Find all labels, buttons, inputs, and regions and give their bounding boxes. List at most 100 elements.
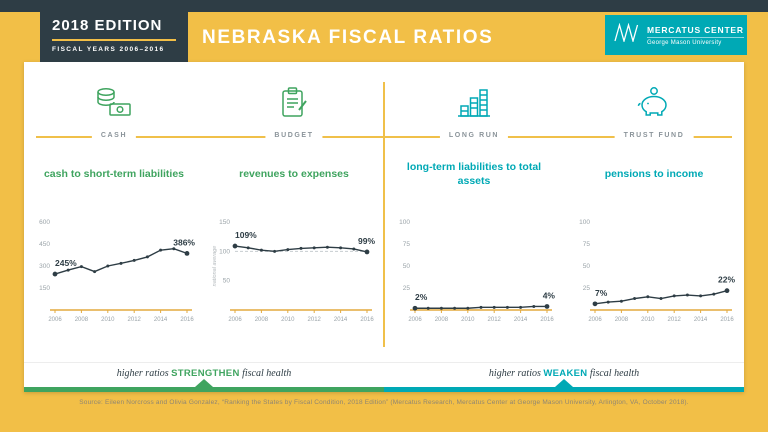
content-card: CASH cash to short-term liabilities 150 3… (24, 62, 744, 392)
strengthen-bar (24, 387, 384, 392)
category-row: BUDGET (204, 130, 384, 144)
svg-text:75: 75 (403, 241, 411, 248)
card-footer: higher ratios STRENGTHEN fiscal health h… (24, 362, 744, 392)
center-divider (383, 82, 385, 347)
weaken-keyword: WEAKEN (543, 368, 588, 379)
page-title: NEBRASKA FISCAL RATIOS (202, 27, 494, 48)
edition-label: 2018 EDITION (52, 17, 163, 34)
logo-name: MERCATUS CENTER (647, 24, 744, 35)
svg-text:2010: 2010 (641, 317, 655, 323)
svg-text:2006: 2006 (588, 317, 602, 323)
svg-text:2014: 2014 (334, 317, 348, 323)
weaken-text: higher ratios WEAKEN fiscal health (488, 368, 640, 379)
strengthen-note: higher ratios STRENGTHEN fiscal health (24, 362, 384, 392)
bar-buildings-icon (456, 78, 492, 126)
trust-fund-ratio-chart: 25 50 75 100 2006 2008 2010 2012 2014 2016 7% 22% (569, 206, 739, 336)
top-navy-strip (0, 0, 768, 12)
panel-trust-fund: TRUST FUND pensions to income 25 50 75 100 2… (564, 78, 744, 336)
svg-text:100: 100 (219, 248, 230, 255)
svg-text:2016: 2016 (180, 317, 194, 323)
logo-university: George Mason University (647, 39, 722, 46)
svg-text:100: 100 (399, 219, 410, 226)
fiscal-years-label: FISCAL YEARS 2006–2016 (52, 46, 165, 53)
svg-text:2016: 2016 (720, 317, 734, 323)
svg-text:50: 50 (583, 263, 591, 270)
svg-text:300: 300 (39, 263, 50, 270)
category-row: CASH (24, 130, 204, 144)
svg-text:150: 150 (219, 219, 230, 226)
svg-text:2010: 2010 (101, 317, 115, 323)
long-run-ratio-chart: 25 50 75 100 2006 2008 2010 2012 2014 2016 2% 4% (389, 206, 559, 336)
edition-box: 2018 EDITION FISCAL YEARS 2006–2016 (40, 8, 188, 62)
weaken-bar (384, 387, 744, 392)
mercatus-m-icon (614, 22, 640, 47)
strengthen-arrow-icon (195, 379, 213, 387)
svg-text:50: 50 (403, 263, 411, 270)
svg-text:2008: 2008 (615, 317, 629, 323)
category-label-trust-fund: TRUST FUND (614, 131, 694, 140)
budget-ratio-chart: 50 100 150 national average 2006 2008 2010 2012… (209, 206, 379, 336)
panel-cash: CASH cash to short-term liabilities 150 3… (24, 78, 204, 336)
panels-row: CASH cash to short-term liabilities 150 3… (24, 62, 744, 336)
svg-text:2012: 2012 (668, 317, 682, 323)
svg-text:7%: 7% (595, 288, 608, 298)
source-citation: Source: Eileen Norcross and Olivia Gonza… (79, 399, 689, 406)
money-stack-icon (95, 78, 133, 126)
panel-budget: BUDGET revenues to expenses 50 100 150 nati… (204, 78, 384, 336)
weaken-arrow-icon (555, 379, 573, 387)
svg-text:2006: 2006 (228, 317, 242, 323)
svg-text:4%: 4% (543, 290, 556, 300)
piggy-bank-icon (635, 78, 673, 126)
svg-text:150: 150 (39, 285, 50, 292)
category-row: TRUST FUND (564, 130, 744, 144)
weaken-note: higher ratios WEAKEN fiscal health (384, 362, 744, 392)
svg-text:109%: 109% (235, 230, 257, 240)
svg-text:2016: 2016 (540, 317, 554, 323)
strengthen-keyword: STRENGTHEN (171, 368, 240, 379)
svg-text:50: 50 (223, 278, 231, 285)
chart-title-budget: revenues to expenses (239, 168, 349, 181)
svg-text:100: 100 (579, 219, 590, 226)
category-row: LONG RUN (384, 130, 564, 144)
svg-text:245%: 245% (55, 258, 77, 268)
svg-text:2014: 2014 (154, 317, 168, 323)
svg-text:2010: 2010 (281, 317, 295, 323)
budget-clipboard-icon (279, 78, 309, 126)
mercatus-logo: MERCATUS CENTER George Mason University (605, 15, 747, 55)
svg-text:2012: 2012 (128, 317, 142, 323)
edition-divider (52, 39, 176, 41)
svg-text:2012: 2012 (488, 317, 502, 323)
svg-text:22%: 22% (718, 275, 735, 285)
svg-text:2008: 2008 (435, 317, 449, 323)
svg-text:2008: 2008 (75, 317, 89, 323)
svg-text:25: 25 (583, 285, 591, 292)
category-label-long-run: LONG RUN (439, 131, 509, 140)
logo-divider (647, 36, 744, 38)
chart-title-trust-fund: pensions to income (604, 168, 704, 181)
svg-text:450: 450 (39, 241, 50, 248)
svg-text:2006: 2006 (48, 317, 62, 323)
logo-text-block: MERCATUS CENTER George Mason University (647, 25, 744, 46)
strengthen-text: higher ratios STRENGTHEN fiscal health (116, 368, 292, 379)
panel-long-run: LONG RUN long-term liabilities to total … (384, 78, 564, 336)
svg-text:2010: 2010 (461, 317, 475, 323)
cash-ratio-chart: 150 300 450 600 2006 2008 2010 2012 2014 2016 245%… (29, 206, 199, 336)
svg-text:2014: 2014 (694, 317, 708, 323)
svg-text:386%: 386% (173, 237, 195, 247)
svg-text:99%: 99% (358, 236, 375, 246)
chart-title-cash: cash to short-term liabilities (43, 168, 185, 181)
category-label-budget: BUDGET (265, 131, 323, 140)
svg-text:2012: 2012 (308, 317, 322, 323)
category-label-cash: CASH (91, 131, 137, 140)
svg-text:2016: 2016 (360, 317, 374, 323)
svg-text:2006: 2006 (408, 317, 422, 323)
svg-text:600: 600 (39, 219, 50, 226)
svg-text:2%: 2% (415, 292, 428, 302)
svg-text:2014: 2014 (514, 317, 528, 323)
svg-text:75: 75 (583, 241, 591, 248)
chart-title-long-run: long-term liabilities to total assets (406, 161, 542, 187)
svg-text:2008: 2008 (255, 317, 269, 323)
svg-text:25: 25 (403, 285, 411, 292)
svg-text:national average: national average (212, 246, 218, 287)
